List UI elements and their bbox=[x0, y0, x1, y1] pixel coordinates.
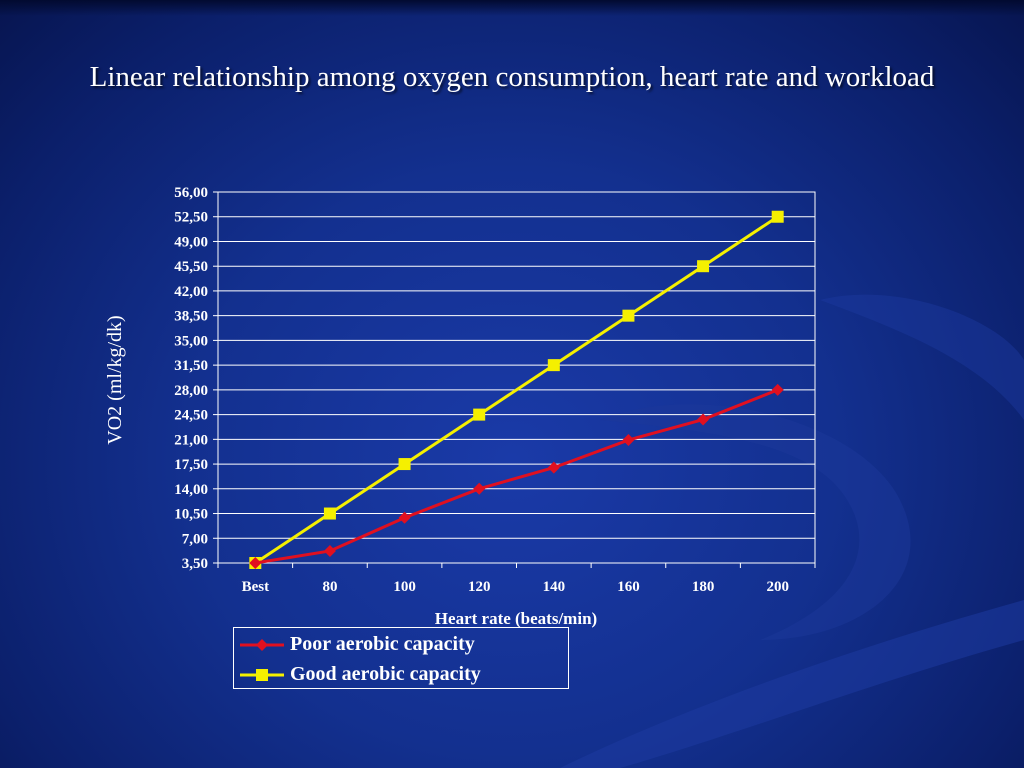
x-axis-title: Heart rate (beats/min) bbox=[435, 609, 597, 628]
data-point bbox=[771, 210, 784, 223]
slide-title: Linear relationship among oxygen consump… bbox=[89, 61, 935, 93]
legend-swatch-good bbox=[240, 669, 284, 681]
y-tick-label: 42,00 bbox=[174, 284, 208, 300]
x-tick-label: 180 bbox=[692, 579, 715, 595]
x-tick-label: 160 bbox=[617, 579, 640, 595]
chart-legend: Poor aerobic capacity Good aerobic capac… bbox=[233, 627, 569, 689]
y-tick-label: 3,50 bbox=[182, 556, 208, 572]
data-point bbox=[473, 408, 486, 421]
legend-item-poor: Poor aerobic capacity bbox=[234, 631, 568, 659]
y-tick-label: 10,50 bbox=[174, 507, 208, 523]
legend-swatch-poor bbox=[240, 639, 284, 651]
x-tick-label: 120 bbox=[468, 579, 491, 595]
x-tick-label: 80 bbox=[322, 579, 337, 595]
y-tick-label: 49,00 bbox=[174, 234, 208, 250]
y-tick-label: 28,00 bbox=[174, 383, 208, 399]
data-point bbox=[622, 309, 635, 322]
x-axis-ticks: Best 80 100 120 140 160 180 200 bbox=[217, 563, 816, 595]
y-tick-label: 7,00 bbox=[182, 531, 208, 547]
top-band bbox=[0, 0, 1024, 16]
x-tick-label: 100 bbox=[393, 579, 416, 595]
y-tick-label: 38,50 bbox=[174, 309, 208, 325]
data-point bbox=[473, 482, 486, 495]
legend-label-good: Good aerobic capacity bbox=[290, 663, 481, 685]
y-tick-label: 14,00 bbox=[174, 482, 208, 498]
y-tick-label: 52,50 bbox=[174, 210, 208, 226]
series-line bbox=[254, 215, 779, 565]
legend-label-poor: Poor aerobic capacity bbox=[290, 633, 475, 655]
y-axis-title: VO2 (ml/kg/dk) bbox=[104, 315, 126, 444]
data-point bbox=[249, 557, 262, 569]
data-point bbox=[398, 511, 411, 524]
data-point bbox=[547, 461, 560, 474]
data-point bbox=[323, 507, 336, 520]
y-tick-label: 17,50 bbox=[174, 457, 208, 473]
data-point bbox=[323, 544, 336, 557]
y-axis-ticks: 3,50 7,00 10,50 14,00 17,50 21,00 24,50 28,00 31… bbox=[174, 185, 218, 572]
series-layer bbox=[249, 210, 784, 569]
data-point bbox=[771, 383, 784, 396]
series-line bbox=[255, 388, 779, 565]
data-point bbox=[547, 359, 560, 372]
gridlines bbox=[218, 216, 815, 539]
data-point bbox=[697, 413, 710, 426]
y-tick-label: 21,00 bbox=[174, 432, 208, 448]
x-tick-label: 140 bbox=[543, 579, 566, 595]
data-point bbox=[622, 434, 635, 447]
data-point bbox=[398, 458, 411, 471]
y-tick-label: 24,50 bbox=[174, 408, 208, 424]
y-tick-label: 31,50 bbox=[174, 358, 208, 374]
data-point bbox=[697, 260, 710, 273]
y-tick-label: 45,50 bbox=[174, 259, 208, 275]
plot-area bbox=[217, 191, 816, 564]
y-tick-label: 56,00 bbox=[174, 185, 208, 201]
legend-item-good: Good aerobic capacity bbox=[234, 661, 568, 689]
x-tick-label: 200 bbox=[766, 579, 789, 595]
x-tick-label: Best bbox=[242, 579, 270, 595]
y-tick-label: 35,00 bbox=[174, 333, 208, 349]
